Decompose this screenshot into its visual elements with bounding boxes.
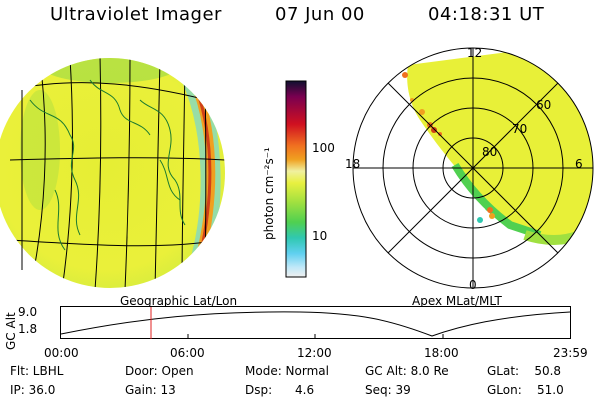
altitude-xtick-1200: 12:00 — [297, 346, 332, 360]
geographic-image — [0, 58, 225, 288]
lat-label-60: 60 — [536, 98, 552, 112]
filter-info: Flt: LBHL — [10, 364, 64, 378]
seq-info: Seq: 39 — [365, 383, 411, 397]
altitude-plot — [60, 306, 571, 339]
colorbar-tick-10: 10 — [312, 229, 328, 243]
mode-info: Mode: Normal — [245, 364, 329, 378]
time-label: 04:18:31 UT — [428, 4, 545, 25]
mlt-label-12: 12 — [467, 46, 483, 60]
mlt-label-0: 0 — [469, 278, 477, 292]
glat-info: GLat: 50.8 — [487, 364, 562, 378]
apex-label: Apex MLat/MLT — [412, 294, 502, 308]
altitude-ytick-high: 9.0 — [18, 305, 38, 319]
door-info: Door: Open — [125, 364, 194, 378]
colorbar-label: photon cm⁻²s⁻¹ — [262, 147, 276, 240]
ip-info: IP: 36.0 — [10, 383, 56, 397]
gain-info: Gain: 13 — [125, 383, 176, 397]
colorbar — [285, 80, 307, 278]
colorbar-tick-100: 100 — [312, 141, 335, 155]
altitude-ytick-low: 1.8 — [18, 322, 38, 336]
gc-alt-info: GC Alt: 8.0 Re — [365, 364, 449, 378]
altitude-ylabel: GC Alt — [4, 312, 18, 350]
polar-plot — [352, 47, 594, 289]
lat-label-70: 70 — [512, 122, 528, 136]
geographic-label: Geographic Lat/Lon — [120, 294, 238, 308]
altitude-xtick-0600: 06:00 — [170, 346, 205, 360]
altitude-xtick-1800: 18:00 — [424, 346, 459, 360]
lat-label-80: 80 — [482, 145, 498, 159]
glon-info: GLon: 51.0 — [487, 383, 564, 397]
date-label: 07 Jun 00 — [275, 4, 365, 25]
mlt-label-6: 6 — [575, 157, 583, 171]
altitude-xtick-2359: 23:59 — [553, 346, 588, 360]
altitude-xtick-0000: 00:00 — [44, 346, 79, 360]
dsp-info: Dsp: 4.6 — [245, 383, 315, 397]
mlt-label-18: 18 — [345, 157, 361, 171]
instrument-title: Ultraviolet Imager — [50, 4, 222, 25]
